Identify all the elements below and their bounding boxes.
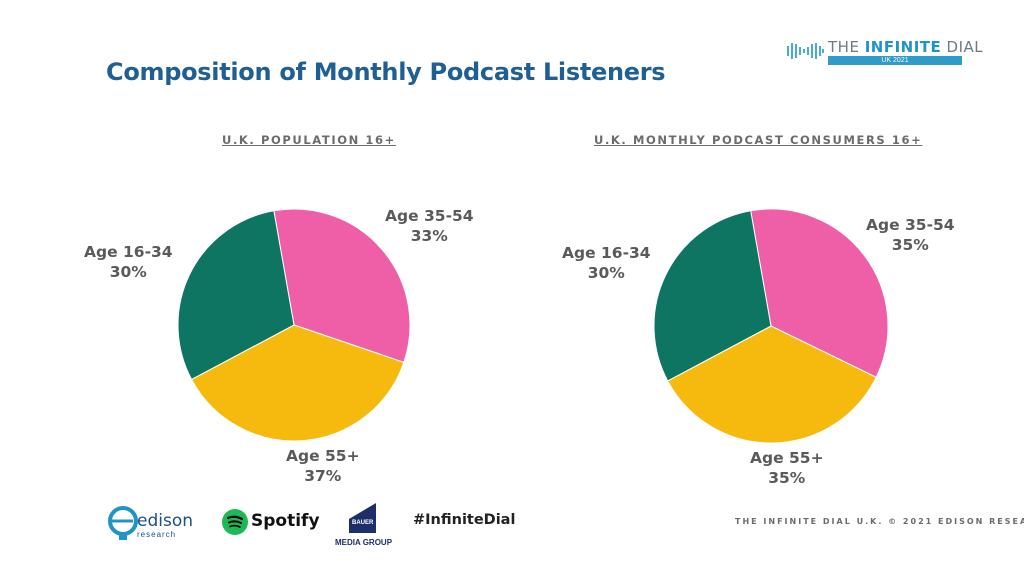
edison-logo-icon bbox=[108, 506, 138, 540]
spotify-icon bbox=[222, 509, 248, 535]
bauer-logo-icon bbox=[349, 503, 376, 519]
pie-slice-age-35-54 bbox=[750, 208, 889, 378]
page-title: Composition of Monthly Podcast Listeners bbox=[106, 58, 666, 86]
bauer-logo-text: BAUER bbox=[352, 520, 374, 526]
pie1-label-35-54: Age 35-54 33% bbox=[385, 207, 474, 245]
spotify-wordmark: Spotify bbox=[251, 511, 320, 531]
footer-copyright: THE INFINITE DIAL U.K. © 2021 EDISON RES… bbox=[735, 517, 1024, 526]
bauer-subtext: MEDIA GROUP bbox=[335, 538, 393, 547]
pie2-label-55plus: Age 55+ 35% bbox=[750, 449, 824, 487]
infinite-dial-logo: THE INFINITE DIAL UK 2021 bbox=[784, 38, 983, 66]
pie-chart-population bbox=[177, 208, 411, 442]
pie1-label-55plus: Age 55+ 37% bbox=[286, 447, 360, 485]
pie-slice-age-16-34 bbox=[653, 210, 772, 382]
brand-wordmark: THE INFINITE DIAL bbox=[828, 38, 984, 56]
pie-slice-age-55- bbox=[667, 325, 877, 444]
pie-slice-age-35-54 bbox=[273, 208, 411, 364]
pie2-label-35-54: Age 35-54 35% bbox=[866, 216, 955, 254]
pie-slice-age-55- bbox=[190, 324, 405, 442]
chart1-title: U.K. POPULATION 16+ bbox=[222, 133, 396, 147]
pie1-label-16-34: Age 16-34 30% bbox=[84, 243, 173, 281]
pie-chart-podcast-consumers bbox=[653, 208, 889, 444]
chart2-title: U.K. MONTHLY PODCAST CONSUMERS 16+ bbox=[594, 133, 923, 147]
edison-subtext: research bbox=[137, 530, 177, 539]
infinity-icon bbox=[787, 43, 824, 59]
hashtag: #InfiniteDial bbox=[413, 512, 516, 528]
edison-wordmark: edison bbox=[137, 511, 194, 531]
brand-subtext: UK 2021 bbox=[828, 56, 962, 65]
pie2-label-16-34: Age 16-34 30% bbox=[562, 244, 651, 282]
pie-slice-age-16-34 bbox=[177, 210, 295, 381]
